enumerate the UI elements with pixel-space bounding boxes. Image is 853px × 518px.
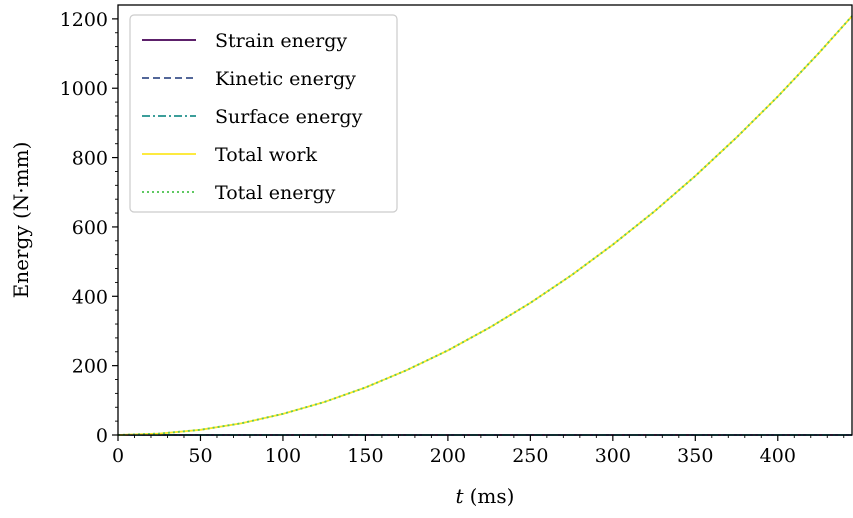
x-tick-label: 250: [512, 445, 548, 467]
legend-entry-label: Surface energy: [215, 106, 363, 128]
x-tick-label: 400: [760, 445, 796, 467]
x-tick-label: 300: [595, 445, 631, 467]
ticks-group: 0 50 100 150 200 250 300 350 400 0 200 400 600 800 100…: [60, 9, 845, 467]
legend: Strain energy Kinetic energy Surface energ…: [129, 14, 398, 213]
series-line-total-energy: [117, 15, 853, 436]
x-axis-variable: t: [456, 484, 465, 508]
legend-box: [129, 14, 398, 213]
y-tick-label: 400: [72, 286, 108, 308]
x-tick-label: 100: [265, 445, 301, 467]
x-tick-label: 150: [347, 445, 383, 467]
y-tick-label: 800: [72, 148, 108, 170]
y-tick-label: 600: [72, 217, 108, 239]
legend-entry-label: Kinetic energy: [215, 68, 356, 90]
x-tick-label: 50: [188, 445, 212, 467]
legend-entry-label: Total work: [215, 144, 318, 166]
x-axis-unit: (ms): [470, 484, 515, 508]
x-tick-label: 350: [677, 445, 713, 467]
y-tick-label: 1200: [60, 9, 108, 31]
legend-entry-label: Total energy: [215, 182, 336, 204]
legend-entry-label: Strain energy: [215, 30, 347, 52]
axes-frame: [117, 4, 853, 436]
x-axis-label: t (ms): [456, 484, 515, 508]
y-tick-label: 1000: [60, 78, 108, 100]
x-tick-label: 200: [430, 445, 466, 467]
y-tick-label: 0: [96, 425, 108, 447]
y-tick-label: 200: [72, 356, 108, 378]
x-tick-label: 0: [112, 445, 124, 467]
y-axis-label: Energy (N·mm): [9, 142, 33, 299]
